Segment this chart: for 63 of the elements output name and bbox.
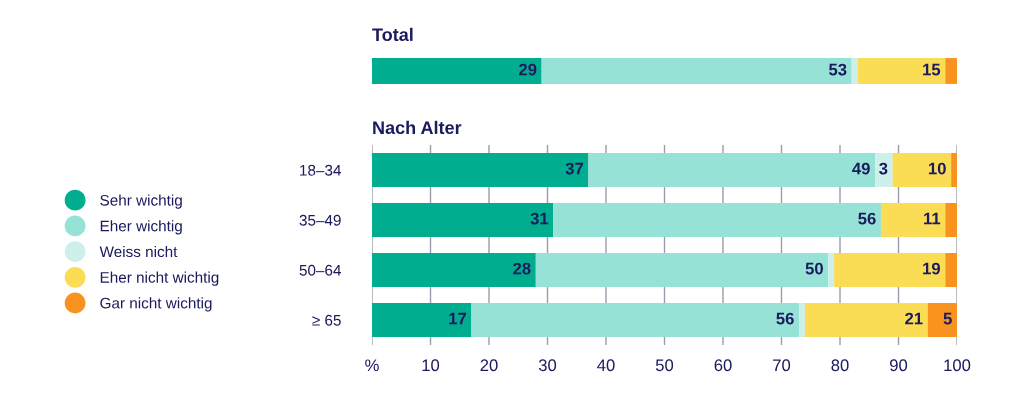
bar	[834, 253, 946, 287]
bar	[857, 58, 946, 84]
bar	[804, 303, 928, 337]
data-label: 10	[928, 162, 946, 175]
bar	[372, 203, 554, 237]
data-label: 19	[923, 262, 940, 275]
chart-title: Nach Alter	[373, 120, 462, 135]
bar	[535, 253, 829, 287]
chart-title: Total	[372, 27, 413, 42]
data-label: 56	[858, 212, 876, 225]
bar	[828, 253, 835, 287]
y-tick-label: 35–49	[299, 214, 341, 226]
data-label: 49	[852, 162, 870, 175]
y-tick-label: ≥ 65	[312, 314, 341, 326]
legend-label: Eher nicht wichtig	[100, 271, 219, 286]
bar	[799, 303, 805, 337]
data-label: 15	[923, 63, 941, 76]
x-tick-label: 100	[944, 359, 971, 372]
data-label: 5	[943, 312, 952, 325]
x-tick-label: 20	[480, 359, 498, 372]
bar	[945, 203, 957, 237]
data-label: 3	[879, 162, 888, 175]
data-label: 11	[924, 212, 941, 225]
data-label: 17	[449, 312, 467, 325]
data-label: 56	[776, 312, 794, 325]
x-tick-label: 70	[773, 359, 791, 372]
x-tick-label: 40	[597, 359, 615, 372]
legend-label: Gar nicht wichtig	[100, 297, 212, 312]
bar	[851, 58, 858, 84]
legend-label: Sehr wichtig	[100, 194, 182, 209]
x-tick-label: 90	[890, 359, 908, 372]
x-tick-label: 80	[831, 359, 849, 372]
y-tick-label: 50–64	[299, 264, 341, 276]
y-tick-label: 18–34	[300, 164, 341, 176]
bar	[372, 153, 589, 187]
data-label: 53	[829, 63, 847, 76]
data-label: 29	[519, 63, 537, 76]
data-label: 50	[805, 262, 823, 275]
bar	[892, 153, 952, 187]
x-tick-label: 10	[422, 359, 440, 372]
data-label: 37	[565, 162, 584, 175]
bar	[951, 153, 957, 187]
bar	[372, 58, 542, 84]
data-label: 21	[905, 312, 923, 325]
bar	[945, 58, 957, 84]
bar	[372, 303, 472, 337]
bar	[588, 153, 876, 187]
bar	[927, 303, 957, 337]
bar	[541, 58, 852, 84]
bar	[553, 203, 881, 237]
x-tick-label: %	[365, 359, 379, 372]
x-tick-label: 60	[714, 359, 732, 372]
legend-label: Weiss nicht	[99, 245, 178, 258]
x-tick-label: 50	[655, 359, 674, 372]
data-label: 31	[530, 212, 549, 225]
bar	[875, 153, 893, 187]
bar	[945, 253, 957, 287]
bar	[471, 303, 800, 337]
legend-label: Eher wichtig	[100, 220, 182, 235]
bar	[880, 203, 946, 237]
data-label: 28	[513, 262, 531, 275]
bar	[372, 253, 536, 287]
x-tick-label: 30	[538, 359, 557, 372]
